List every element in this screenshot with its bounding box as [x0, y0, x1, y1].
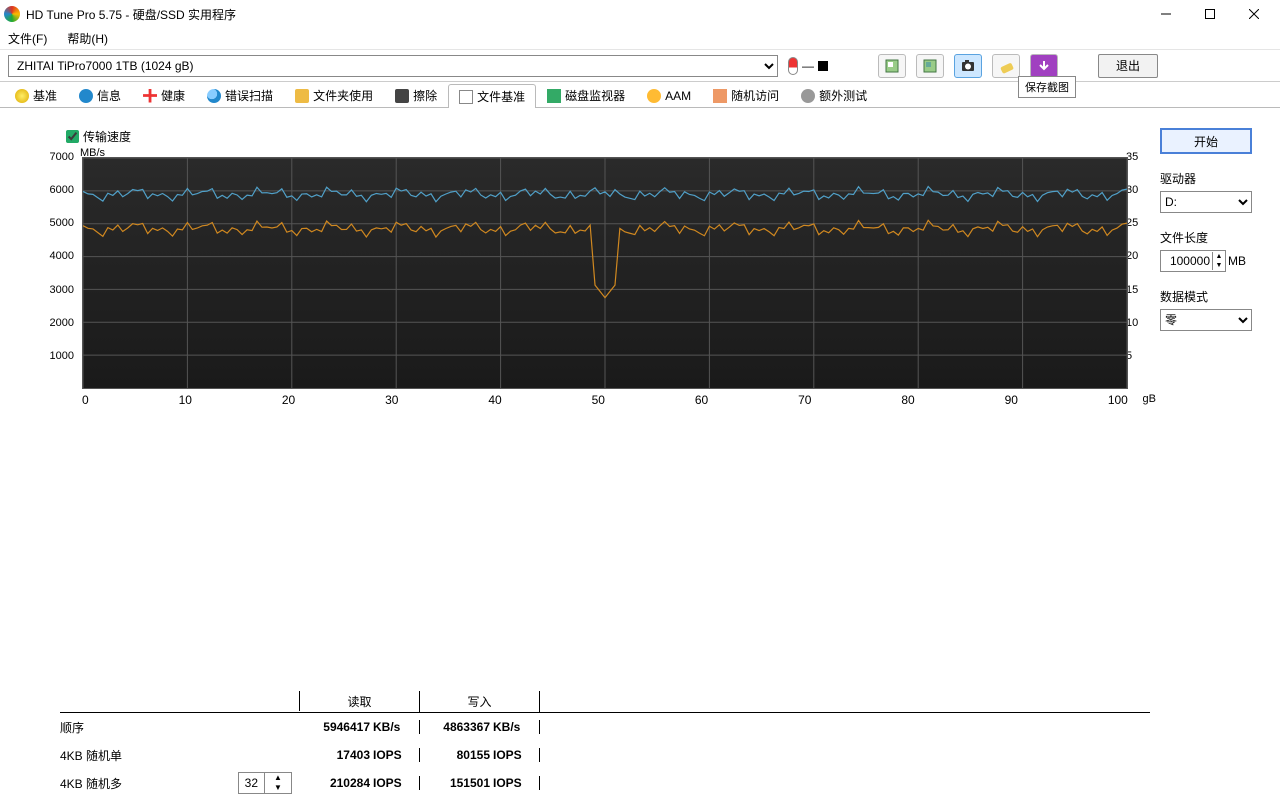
filelen-up[interactable]: ▲ — [1213, 252, 1225, 261]
extra-icon — [801, 89, 815, 103]
tab-info[interactable]: 信息 — [68, 83, 132, 107]
temp-square-icon — [818, 61, 828, 71]
tab-health[interactable]: 健康 — [132, 83, 196, 107]
x-axis-labels: 0102030405060708090100 — [82, 393, 1128, 407]
table-row: 4KB 随机多32▲▼210284IOPS151501IOPS — [60, 769, 1150, 797]
pattern-select[interactable]: 零 — [1160, 309, 1252, 331]
health-icon — [143, 89, 157, 103]
folder-icon — [295, 89, 309, 103]
info-icon — [79, 89, 93, 103]
tab-benchmark[interactable]: 基准 — [4, 83, 68, 107]
tab-folderusage[interactable]: 文件夹使用 — [284, 83, 384, 107]
tab-aam[interactable]: AAM — [636, 83, 702, 107]
magnifier-icon — [207, 89, 221, 103]
window-title: HD Tune Pro 5.75 - 硬盘/SSD 实用程序 — [26, 6, 1144, 23]
maximize-button[interactable] — [1188, 0, 1232, 28]
col-read: 读取 — [300, 691, 420, 712]
monitor-icon — [547, 89, 561, 103]
tab-diskmonitor[interactable]: 磁盘监视器 — [536, 83, 636, 107]
options-button[interactable] — [992, 54, 1020, 78]
minimize-button[interactable] — [1144, 0, 1188, 28]
transfer-speed-label: 传输速度 — [83, 128, 131, 145]
exit-button[interactable]: 退出 — [1098, 54, 1158, 78]
results-table: 读取 写入 顺序5946417KB/s4863367KB/s4KB 随机单174… — [60, 691, 1150, 797]
tab-erase[interactable]: 擦除 — [384, 83, 448, 107]
transfer-speed-checkbox-row: 传输速度 — [66, 128, 1150, 145]
transfer-speed-checkbox[interactable] — [66, 130, 79, 143]
toolbar: ZHITAI TiPro7000 1TB (1024 gB) — 退出 保存截图 — [0, 50, 1280, 82]
filelen-unit: MB — [1228, 254, 1246, 268]
temperature-indicator: — — [788, 57, 828, 75]
tab-randomaccess[interactable]: 随机访问 — [702, 83, 790, 107]
start-button[interactable]: 开始 — [1160, 128, 1252, 154]
tooltip: 保存截图 — [1018, 76, 1076, 98]
queue-depth-stepper[interactable]: 32▲▼ — [238, 772, 292, 794]
driver-label: 驱动器 — [1160, 170, 1270, 187]
menubar: 文件(F) 帮助(H) — [0, 28, 1280, 50]
pattern-label: 数据模式 — [1160, 288, 1270, 305]
col-write: 写入 — [420, 691, 540, 712]
benchmark-chart — [82, 157, 1128, 389]
filelen-down[interactable]: ▼ — [1213, 261, 1225, 270]
speaker-icon — [647, 89, 661, 103]
table-row: 顺序5946417KB/s4863367KB/s — [60, 713, 1150, 741]
tab-filebenchmark[interactable]: 文件基准 — [448, 84, 536, 108]
file-icon — [459, 90, 473, 104]
menu-file[interactable]: 文件(F) — [8, 30, 47, 47]
drive-select[interactable]: ZHITAI TiPro7000 1TB (1024 gB) — [8, 55, 778, 77]
copy-screenshot-button[interactable] — [916, 54, 944, 78]
driver-select[interactable]: D: — [1160, 191, 1252, 213]
bulb-icon — [15, 89, 29, 103]
chart-area: MB/s 1000200030004000500060007000 510152… — [40, 151, 1150, 411]
filelen-input[interactable]: 100000 ▲▼ — [1160, 250, 1226, 272]
tab-extratests[interactable]: 额外测试 — [790, 83, 878, 107]
menu-help[interactable]: 帮助(H) — [67, 30, 108, 47]
tab-errorscan[interactable]: 错误扫描 — [196, 83, 284, 107]
titlebar: HD Tune Pro 5.75 - 硬盘/SSD 实用程序 — [0, 0, 1280, 28]
save-screenshot-button[interactable] — [954, 54, 982, 78]
x-axis-unit: gB — [1143, 393, 1156, 405]
app-icon — [4, 6, 20, 22]
random-icon — [713, 89, 727, 103]
save-log-button[interactable] — [1030, 54, 1058, 78]
copy-info-button[interactable] — [878, 54, 906, 78]
filelen-label: 文件长度 — [1160, 229, 1270, 246]
close-button[interactable] — [1232, 0, 1276, 28]
tabstrip: 基准 信息 健康 错误扫描 文件夹使用 擦除 文件基准 磁盘监视器 AAM 随机… — [0, 82, 1280, 108]
side-panel: 开始 驱动器 D: 文件长度 100000 ▲▼ MB 数据模式 零 — [1150, 128, 1280, 797]
thermometer-icon — [788, 57, 798, 75]
content: 传输速度 MB/s 1000200030004000500060007000 5… — [0, 108, 1280, 797]
erase-icon — [395, 89, 409, 103]
table-row: 4KB 随机单17403IOPS80155IOPS — [60, 741, 1150, 769]
